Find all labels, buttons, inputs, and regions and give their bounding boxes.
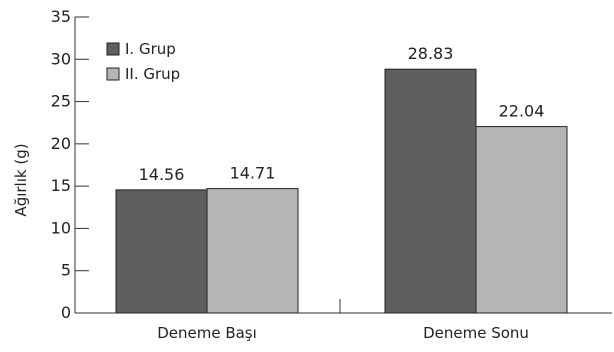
y-tick-label: 20	[51, 134, 71, 153]
legend-label: II. Grup	[125, 65, 180, 83]
x-tick-label: Deneme Sonu	[423, 324, 529, 342]
bar-value-label: 28.83	[408, 44, 454, 63]
y-axis-label: Ağırlık (g)	[12, 143, 30, 216]
bar	[384, 68, 477, 314]
bar-value-label: 22.04	[499, 102, 545, 121]
y-tick-label: 0	[61, 303, 71, 322]
y-tick-label: 25	[51, 92, 71, 111]
legend-swatch	[106, 67, 120, 81]
y-tick-label: 35	[51, 7, 71, 26]
bars: 14.56 14.71 28.83 22.04	[115, 44, 568, 314]
y-tick-label: 30	[51, 49, 71, 68]
bar	[206, 188, 299, 314]
y-tick-label: 15	[51, 176, 71, 195]
bar-value-label: 14.71	[230, 164, 276, 183]
legend-label: I. Grup	[125, 40, 176, 58]
legend: I. Grup II. Grup	[106, 40, 180, 83]
x-tick-label: Deneme Başı	[157, 324, 257, 342]
y-tick-label: 10	[51, 218, 71, 237]
bar-value-label: 14.56	[139, 165, 185, 184]
y-tick-label: 5	[61, 261, 71, 280]
bar	[475, 126, 568, 314]
axes: 0 5 10 15 20 25 30 35 Deneme Başı Deneme Sonu	[51, 7, 612, 342]
bar	[115, 189, 208, 314]
legend-swatch	[106, 42, 120, 56]
